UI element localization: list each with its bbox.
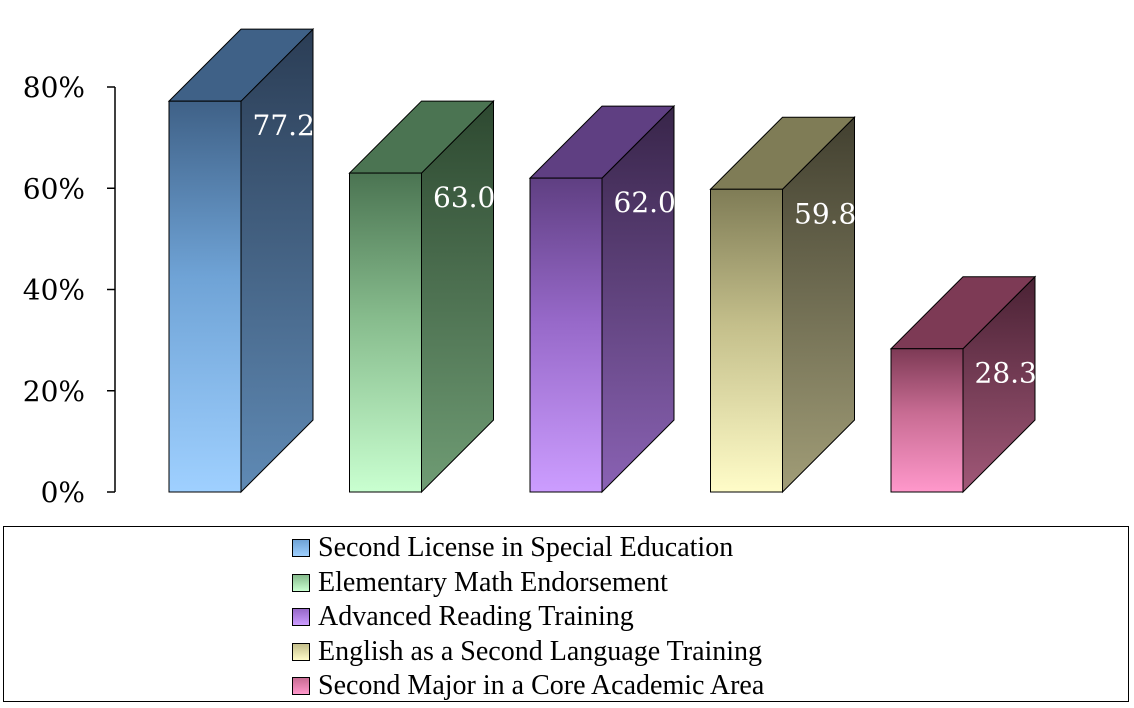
bar-chart: 0% 20% 40% 60% 80% 77.2% 63.0% 62.0% 59.8% 28.3% — [22, 27, 1064, 509]
bar-5 — [889, 275, 1037, 494]
bar-front-face — [529, 177, 603, 493]
data-label: 63.0% — [433, 181, 522, 214]
data-label: 28.3% — [975, 357, 1064, 390]
legend-item: Advanced Reading Training — [292, 600, 764, 635]
bar-front-face — [349, 172, 422, 493]
bars — [167, 27, 1037, 494]
bar-3 — [528, 104, 676, 494]
legend-item: English as a Second Language Training — [292, 635, 764, 670]
legend-list: Second License in Special Education Eleme… — [292, 531, 764, 704]
bar-1 — [167, 27, 315, 494]
legend-swatch — [292, 573, 310, 592]
bar-front-face — [168, 100, 242, 493]
y-tick-label: 0% — [41, 476, 85, 509]
data-label: 59.8% — [794, 197, 883, 230]
data-labels: 77.2% 63.0% 62.0% 59.8% 28.3% — [253, 109, 1064, 390]
legend-swatch — [292, 677, 310, 696]
bar-front-face — [890, 348, 964, 493]
bar-front-face — [710, 188, 783, 493]
legend-label: Advanced Reading Training — [318, 601, 634, 633]
legend-item: Elementary Math Endorsement — [292, 566, 764, 601]
y-tick-label: 60% — [23, 172, 85, 205]
y-tick-label: 80% — [23, 71, 85, 104]
legend: Second License in Special Education Eleme… — [3, 526, 1129, 702]
legend-swatch — [292, 642, 310, 661]
legend-swatch — [292, 608, 310, 627]
legend-swatch — [292, 539, 310, 558]
y-axis: 0% 20% 40% 60% 80% — [23, 71, 116, 509]
legend-label: Elementary Math Endorsement — [318, 566, 668, 598]
data-label: 62.0% — [614, 186, 703, 219]
data-label: 77.2% — [253, 109, 342, 142]
legend-label: English as a Second Language Training — [318, 635, 763, 667]
y-tick-label: 40% — [23, 274, 85, 307]
bar-2 — [348, 99, 495, 494]
legend-item: Second License in Special Education — [292, 531, 764, 566]
legend-label: Second License in Special Education — [318, 532, 734, 564]
legend-label: Second Major in a Core Academic Area — [318, 670, 765, 702]
legend-item: Second Major in a Core Academic Area — [292, 669, 764, 704]
bar-4 — [709, 116, 856, 494]
y-tick-label: 20% — [23, 375, 85, 408]
bar-side-face — [240, 27, 314, 494]
